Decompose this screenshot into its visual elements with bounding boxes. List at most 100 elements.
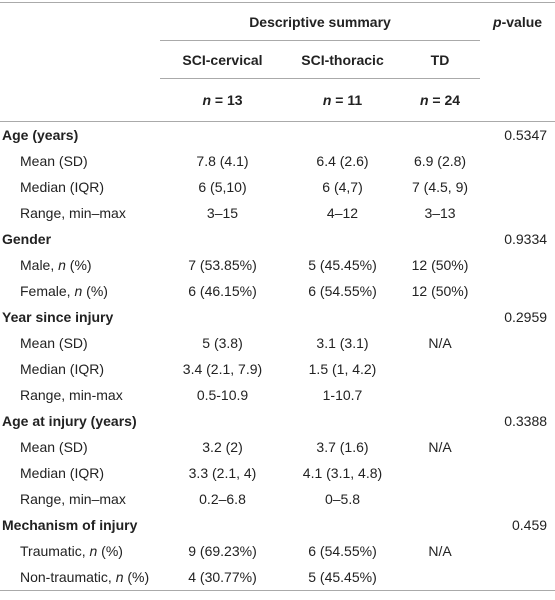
empty-cell bbox=[160, 122, 285, 149]
data-row: Median (IQR) 6 (5,10) 6 (4,7) 7 (4.5, 9) bbox=[0, 174, 555, 200]
text-part: n bbox=[89, 543, 98, 559]
row-label: Range, min–max bbox=[0, 200, 160, 226]
text-part: n bbox=[115, 569, 124, 585]
empty-cell bbox=[480, 460, 555, 486]
empty-cell bbox=[480, 434, 555, 460]
empty-cell bbox=[400, 122, 480, 149]
p-value: 0.3388 bbox=[504, 413, 548, 429]
cell: 5 (45.45%) bbox=[308, 257, 377, 273]
section-title: Age (years) bbox=[2, 127, 79, 143]
row-label: Mean (SD) bbox=[0, 330, 160, 356]
cell: 1-10.7 bbox=[322, 387, 363, 403]
empty-cell bbox=[160, 226, 285, 252]
row-label: Median (IQR) bbox=[0, 174, 160, 200]
empty-cell bbox=[480, 174, 555, 200]
cell: 4.1 (3.1, 4.8) bbox=[302, 465, 383, 481]
cell: 3.7 (1.6) bbox=[316, 439, 369, 455]
row-label: Female, n (%) bbox=[0, 278, 160, 304]
row-label: Mean (SD) bbox=[0, 148, 160, 174]
text-part: (%) bbox=[82, 283, 108, 299]
cell: 3.3 (2.1, 4) bbox=[188, 465, 257, 481]
cell: 6 (5,10) bbox=[198, 179, 247, 195]
cell: 3–15 bbox=[206, 205, 239, 221]
data-row: Mean (SD) 7.8 (4.1) 6.4 (2.6) 6.9 (2.8) bbox=[0, 148, 555, 174]
cell: 0–5.8 bbox=[324, 491, 361, 507]
cell: 6 (54.55%) bbox=[308, 283, 377, 299]
empty-cell bbox=[480, 382, 555, 408]
cell bbox=[400, 356, 480, 382]
p-value: 0.2959 bbox=[504, 309, 548, 325]
section-title: Age at injury (years) bbox=[2, 413, 137, 429]
cell: 6 (46.15%) bbox=[188, 283, 257, 299]
cell bbox=[400, 564, 480, 591]
empty-cell bbox=[480, 41, 555, 79]
cell: N/A bbox=[428, 335, 452, 351]
section-row: Age at injury (years) 0.3388 bbox=[0, 408, 555, 434]
text-part: n bbox=[74, 283, 83, 299]
empty-cell bbox=[480, 200, 555, 226]
text-part: Range, min-max bbox=[20, 387, 123, 403]
empty-cell bbox=[160, 304, 285, 330]
data-row: Male, n (%) 7 (53.85%) 5 (45.45%) 12 (50%) bbox=[0, 252, 555, 278]
cell bbox=[400, 382, 480, 408]
cell: 7.8 (4.1) bbox=[196, 153, 249, 169]
cell: 0.5-10.9 bbox=[196, 387, 249, 403]
text-part: n bbox=[202, 92, 212, 108]
cell: 5 (45.45%) bbox=[308, 569, 377, 585]
cell: N/A bbox=[428, 439, 452, 455]
section-row: Year since injury 0.2959 bbox=[0, 304, 555, 330]
header-row: Descriptive summary p-value bbox=[0, 2, 555, 41]
section-row: Mechanism of injury 0.459 bbox=[0, 512, 555, 538]
n-row: n = 13 n = 11 n = 24 bbox=[0, 78, 555, 122]
text-part: Range, min–max bbox=[20, 491, 126, 507]
text-part: Female, bbox=[20, 283, 75, 299]
empty-cell bbox=[480, 78, 555, 122]
row-label: Non-traumatic, n (%) bbox=[0, 564, 160, 591]
cell: 3.2 (2) bbox=[202, 439, 243, 455]
text-part: Median (IQR) bbox=[20, 361, 105, 377]
section-title: Year since injury bbox=[2, 309, 114, 325]
n-header: n = 11 bbox=[285, 78, 400, 122]
p-value: 0.459 bbox=[511, 517, 548, 533]
text-part: = 11 bbox=[331, 92, 363, 108]
n-header: n = 24 bbox=[400, 78, 481, 122]
text-part: = 24 bbox=[428, 92, 461, 108]
empty-cell bbox=[480, 252, 555, 278]
empty-cell bbox=[285, 122, 400, 149]
text-part: Range, min–max bbox=[20, 205, 126, 221]
text-part: Median (IQR) bbox=[20, 465, 105, 481]
empty-cell bbox=[160, 512, 285, 538]
cell: 6.4 (2.6) bbox=[316, 153, 369, 169]
text-part: Median (IQR) bbox=[20, 179, 105, 195]
text-part: n bbox=[322, 92, 332, 108]
section-title: Mechanism of injury bbox=[2, 517, 138, 533]
text-part: = 13 bbox=[211, 92, 243, 108]
empty-cell bbox=[480, 356, 555, 382]
text-part: (%) bbox=[123, 569, 150, 585]
cell: 7 (53.85%) bbox=[188, 257, 257, 273]
text-part: (%) bbox=[65, 257, 92, 273]
column-header: SCI-cervical bbox=[160, 40, 285, 79]
p-value: 0.9334 bbox=[504, 231, 548, 247]
cell: 1.5 (1, 4.2) bbox=[308, 361, 377, 377]
data-row: Female, n (%) 6 (46.15%) 6 (54.55%) 12 (50%… bbox=[0, 278, 555, 304]
data-row: Median (IQR) 3.3 (2.1, 4) 4.1 (3.1, 4.8) bbox=[0, 460, 555, 486]
empty-cell bbox=[480, 486, 555, 512]
data-row: Median (IQR) 3.4 (2.1, 7.9) 1.5 (1, 4.2) bbox=[0, 356, 555, 382]
empty-cell bbox=[400, 226, 480, 252]
data-row: Range, min-max 0.5-10.9 1-10.7 bbox=[0, 382, 555, 408]
row-label: Range, min-max bbox=[0, 382, 160, 408]
text-part: Mean (SD) bbox=[20, 439, 88, 455]
column-header: SCI-thoracic bbox=[285, 40, 400, 79]
cell: 6.9 (2.8) bbox=[413, 153, 467, 169]
data-row: Mean (SD) 5 (3.8) 3.1 (3.1) N/A bbox=[0, 330, 555, 356]
cell: N/A bbox=[428, 543, 452, 559]
text-part: (%) bbox=[97, 543, 123, 559]
row-label: Mean (SD) bbox=[0, 434, 160, 460]
n-header: n = 13 bbox=[160, 78, 285, 122]
empty-cell bbox=[285, 304, 400, 330]
data-row: Mean (SD) 3.2 (2) 3.7 (1.6) N/A bbox=[0, 434, 555, 460]
text-part: Male, bbox=[20, 257, 59, 273]
